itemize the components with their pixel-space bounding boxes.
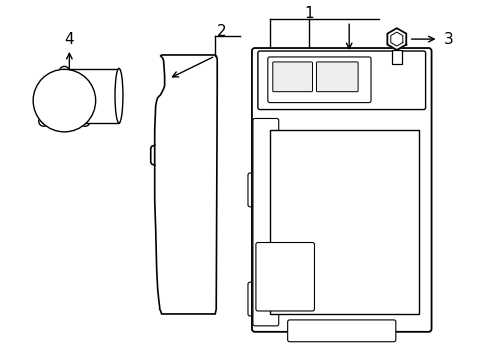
Bar [392, 50, 402, 64]
Circle shape [374, 326, 384, 336]
Circle shape [59, 66, 70, 76]
Circle shape [262, 190, 271, 199]
FancyBboxPatch shape [268, 57, 371, 103]
Circle shape [262, 59, 271, 68]
Circle shape [412, 59, 421, 68]
Circle shape [407, 304, 427, 324]
Circle shape [83, 119, 87, 123]
FancyBboxPatch shape [70, 69, 119, 123]
Text: 4: 4 [65, 32, 74, 46]
Ellipse shape [33, 69, 96, 132]
Circle shape [299, 326, 310, 336]
Circle shape [45, 81, 84, 121]
Circle shape [257, 54, 277, 74]
Polygon shape [388, 28, 406, 50]
Circle shape [257, 185, 277, 205]
FancyBboxPatch shape [248, 173, 270, 207]
Text: 3: 3 [443, 32, 453, 46]
Circle shape [412, 310, 421, 319]
Circle shape [62, 69, 66, 73]
FancyBboxPatch shape [288, 320, 396, 342]
FancyBboxPatch shape [273, 62, 313, 92]
FancyBboxPatch shape [252, 48, 432, 332]
Circle shape [39, 116, 49, 126]
Circle shape [262, 310, 271, 319]
FancyBboxPatch shape [256, 243, 315, 311]
Circle shape [253, 184, 265, 196]
Circle shape [253, 293, 265, 305]
Circle shape [51, 88, 77, 113]
Circle shape [407, 185, 427, 205]
Circle shape [257, 304, 277, 324]
Text: 1: 1 [305, 6, 314, 21]
FancyBboxPatch shape [317, 62, 358, 92]
FancyBboxPatch shape [253, 118, 279, 326]
Circle shape [412, 190, 421, 199]
FancyBboxPatch shape [248, 282, 270, 316]
Text: 2: 2 [218, 24, 227, 39]
Bar [270, 130, 418, 314]
Circle shape [256, 188, 261, 192]
Circle shape [407, 54, 427, 74]
FancyBboxPatch shape [258, 51, 426, 109]
Circle shape [42, 119, 46, 123]
Polygon shape [155, 55, 217, 314]
Circle shape [80, 116, 90, 126]
Ellipse shape [115, 68, 123, 123]
Circle shape [256, 297, 261, 302]
